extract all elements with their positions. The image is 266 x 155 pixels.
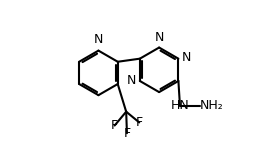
Text: N: N	[155, 31, 164, 44]
Text: N: N	[127, 74, 136, 87]
Text: HN: HN	[171, 99, 189, 112]
Text: N: N	[182, 51, 192, 64]
Text: F: F	[111, 119, 118, 132]
Text: F: F	[136, 116, 143, 129]
Text: N: N	[94, 33, 103, 46]
Text: F: F	[123, 127, 131, 140]
Text: NH₂: NH₂	[200, 99, 224, 112]
